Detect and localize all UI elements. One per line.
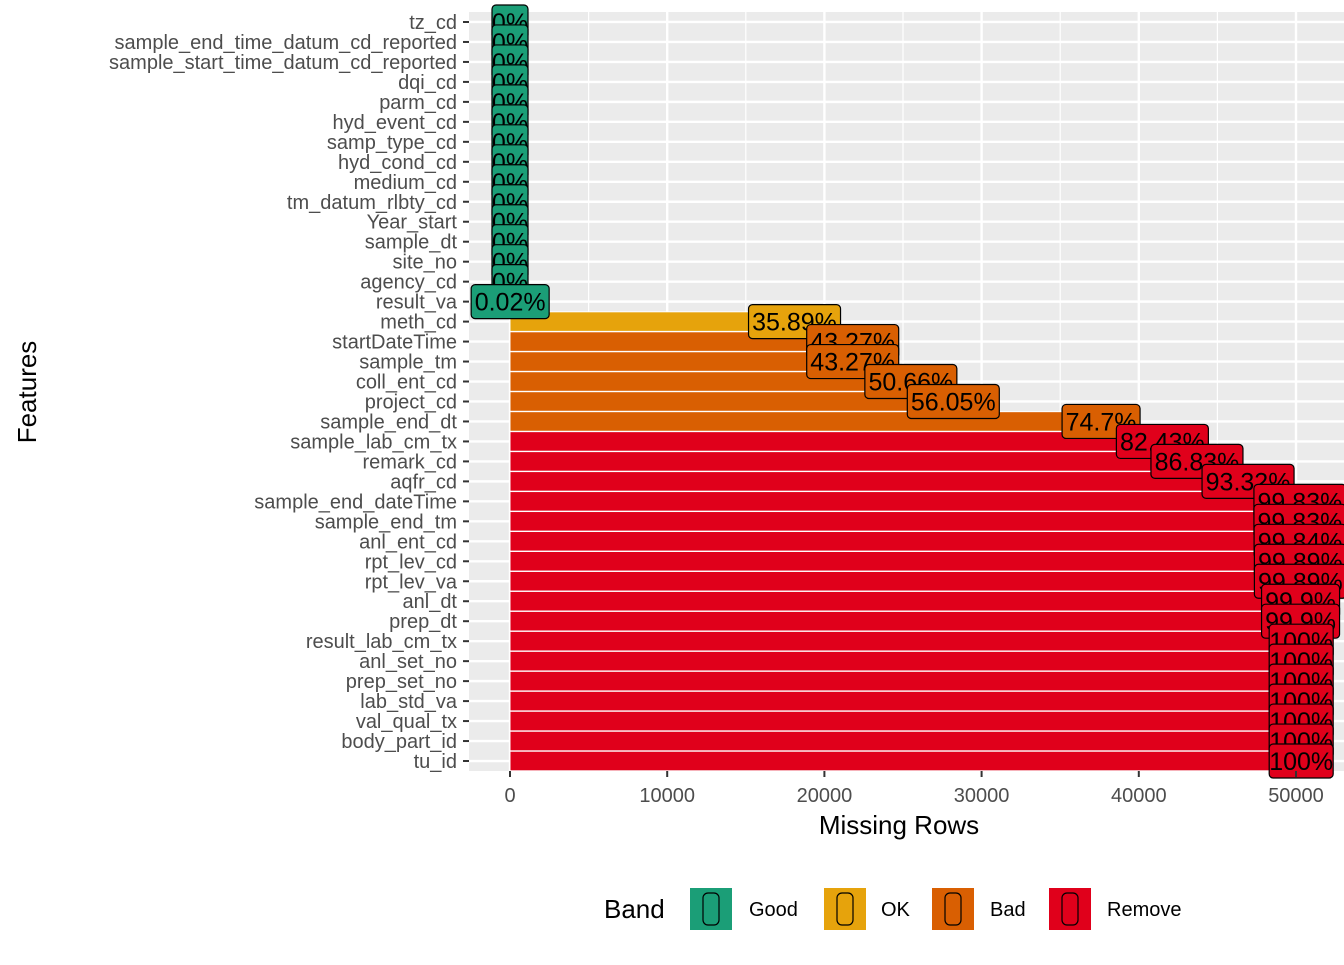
y-tick-label: agency_cd (360, 272, 457, 294)
y-tick-label: prep_set_no (346, 671, 457, 693)
y-tick-label: tu_id (414, 751, 457, 773)
y-tick-label: tm_datum_rlbty_cd (287, 192, 457, 214)
y-tick-label: sample_end_tm (315, 511, 457, 533)
legend-title: Band (604, 894, 665, 924)
bar (510, 352, 853, 372)
bar-label-text: 56.05% (911, 388, 996, 416)
y-tick-label: coll_ent_cd (356, 372, 457, 394)
bar (510, 611, 1301, 631)
y-tick-label: dqi_cd (398, 72, 457, 94)
y-tick-label: val_qual_tx (356, 711, 457, 733)
y-tick-label: rpt_lev_cd (365, 551, 457, 573)
legend-key-glyph (1062, 893, 1078, 925)
y-tick-label: sample_tm (359, 352, 457, 374)
bar (510, 472, 1248, 492)
bar (510, 751, 1301, 771)
y-tick-label: parm_cd (379, 92, 457, 114)
y-axis: tz_cdsample_end_time_datum_cd_reportedsa… (109, 12, 469, 773)
x-tick-label: 30000 (954, 785, 1010, 807)
x-tick-label: 20000 (797, 785, 853, 807)
bar (510, 591, 1301, 611)
legend-label: Remove (1107, 899, 1181, 921)
legend-item: Good (689, 887, 798, 931)
y-tick-label: tz_cd (409, 12, 457, 34)
y-tick-label: anl_ent_cd (359, 531, 457, 553)
bar (510, 571, 1300, 591)
y-tick-label: site_no (393, 252, 458, 274)
bar (510, 412, 1101, 432)
y-tick-label: meth_cd (380, 312, 457, 334)
y-tick-label: sample_dt (365, 232, 458, 254)
y-tick-label: sample_lab_cm_tx (290, 431, 457, 453)
y-tick-label: sample_end_time_datum_cd_reported (115, 32, 457, 54)
bar (510, 492, 1300, 512)
legend-item: OK (823, 887, 911, 931)
bar (510, 731, 1301, 751)
y-axis-title: Features (12, 341, 42, 444)
y-tick-label: body_part_id (341, 731, 457, 753)
y-tick-label: samp_type_cd (327, 132, 457, 154)
y-tick-label: anl_dt (403, 591, 458, 613)
y-tick-label: prep_dt (389, 611, 457, 633)
bar (510, 452, 1197, 472)
bar (510, 651, 1301, 671)
x-axis: 0 10000 20000 30000 40000 50000 (504, 771, 1323, 807)
bar (510, 551, 1300, 571)
y-tick-label: sample_start_time_datum_cd_reported (109, 52, 457, 74)
y-tick-label: anl_set_no (359, 651, 457, 673)
y-tick-label: sample_end_dateTime (254, 491, 457, 513)
legend-key-glyph (703, 893, 719, 925)
y-tick-label: sample_end_dt (320, 411, 457, 433)
legend-item: Bad (931, 887, 1026, 931)
x-tick-label: 50000 (1268, 785, 1324, 807)
y-tick-label: rpt_lev_va (365, 571, 458, 593)
bar-label-text: 100% (1269, 748, 1333, 776)
y-tick-label: lab_std_va (360, 691, 458, 713)
legend: Band Good OK Bad Remove (604, 887, 1181, 931)
legend-key-glyph (945, 893, 961, 925)
y-tick-label: result_lab_cm_tx (306, 631, 457, 653)
legend-label: Good (749, 899, 798, 921)
y-tick-label: Year_start (367, 212, 458, 234)
legend-key-glyph (837, 893, 853, 925)
y-tick-label: medium_cd (354, 172, 457, 194)
bar-label: 56.05% (907, 384, 999, 418)
bar-label-text: 0.02% (475, 289, 546, 317)
x-axis-title: Missing Rows (819, 810, 979, 840)
bar (510, 631, 1301, 651)
x-tick-label: 40000 (1111, 785, 1167, 807)
y-tick-label: remark_cd (363, 451, 457, 473)
y-tick-label: aqfr_cd (390, 471, 457, 493)
bar (510, 512, 1300, 532)
x-tick-label: 0 (504, 785, 515, 807)
y-tick-label: project_cd (365, 391, 457, 413)
bar-label: 0.02% (471, 285, 549, 319)
bar (510, 532, 1300, 552)
legend-label: Bad (990, 899, 1026, 921)
bar (510, 691, 1301, 711)
bar (510, 671, 1301, 691)
y-tick-label: hyd_event_cd (332, 112, 457, 134)
bar (510, 711, 1301, 731)
legend-label: OK (881, 899, 911, 921)
y-tick-label: hyd_cond_cd (338, 152, 457, 174)
y-tick-label: startDateTime (332, 332, 457, 354)
x-tick-label: 10000 (639, 785, 695, 807)
bar-label: 100% (1269, 744, 1333, 778)
legend-item: Remove (1048, 887, 1181, 931)
y-tick-label: result_va (376, 292, 458, 314)
